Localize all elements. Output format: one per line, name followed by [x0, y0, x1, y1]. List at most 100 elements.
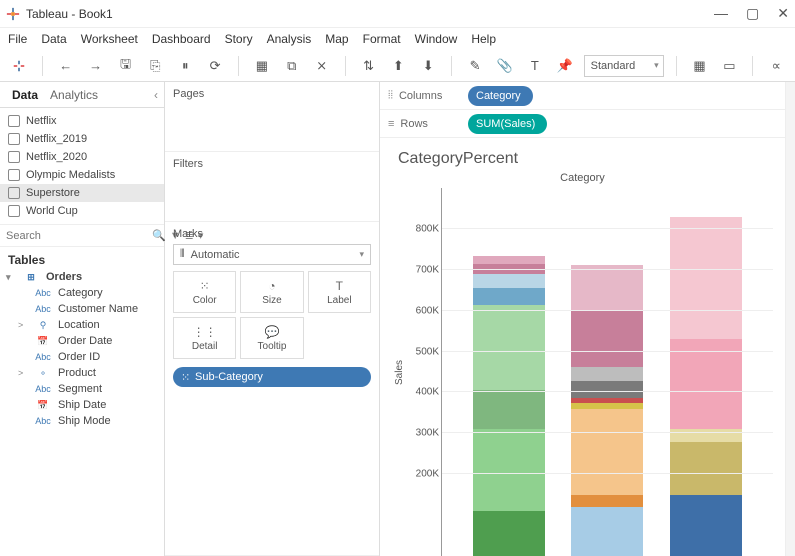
color-pill-subcategory[interactable]: ⁙Sub-Category — [173, 367, 371, 387]
bar-segment[interactable] — [571, 495, 643, 507]
columns-pill-category[interactable]: Category — [468, 86, 533, 106]
share-button[interactable]: ∝ — [765, 55, 787, 77]
duplicate-button[interactable]: ⧉ — [281, 55, 303, 77]
menu-dashboard[interactable]: Dashboard — [152, 32, 211, 46]
showme-button[interactable]: ▦ — [689, 55, 711, 77]
bars-canvas[interactable] — [441, 188, 773, 556]
totals-button[interactable]: T — [524, 55, 546, 77]
pages-shelf[interactable]: Pages — [165, 82, 379, 152]
sort-asc-button[interactable]: ⬆ — [387, 55, 409, 77]
y-tick: 200K — [416, 469, 439, 480]
new-datasource-button[interactable]: ⎘ — [144, 55, 166, 77]
color-dots-icon: ⁙ — [181, 371, 191, 384]
chart-title[interactable]: CategoryPercent — [398, 150, 773, 168]
datasource-item[interactable]: Netflix — [0, 112, 164, 130]
pin-button[interactable]: 📌 — [554, 55, 576, 77]
search-icon[interactable]: 🔍 — [152, 229, 166, 242]
presentation-button[interactable]: ▭ — [718, 55, 740, 77]
label-card[interactable]: TLabel — [308, 271, 371, 313]
datasource-item[interactable]: World Cup — [0, 202, 164, 220]
bar-segment[interactable] — [571, 409, 643, 495]
bar-segment[interactable] — [571, 507, 643, 556]
clear-button[interactable]: ⨯ — [311, 55, 333, 77]
search-input[interactable] — [6, 230, 148, 242]
bar-segment[interactable] — [571, 265, 643, 310]
menu-format[interactable]: Format — [363, 32, 401, 46]
menu-worksheet[interactable]: Worksheet — [81, 32, 138, 46]
collapse-sidebar-icon[interactable]: ‹ — [154, 88, 158, 102]
bar-segment[interactable] — [473, 256, 545, 264]
bar-segment[interactable] — [473, 511, 545, 556]
menu-data[interactable]: Data — [41, 32, 66, 46]
maximize-button[interactable]: ▢ — [746, 5, 759, 22]
mark-type-selector[interactable]: ⫴ Automatic — [173, 244, 371, 265]
menu-story[interactable]: Story — [225, 32, 253, 46]
bar-segment[interactable] — [473, 274, 545, 288]
datasource-item[interactable]: Netflix_2019 — [0, 130, 164, 148]
undo-button[interactable]: ← — [55, 55, 77, 77]
new-worksheet-button[interactable]: ▦ — [251, 55, 273, 77]
bar-segment[interactable] — [473, 288, 545, 304]
field-customer-name[interactable]: AbcCustomer Name — [4, 301, 160, 317]
bar-segment[interactable] — [670, 429, 742, 441]
bar-segment[interactable] — [473, 429, 545, 511]
sort-desc-button[interactable]: ⬇ — [417, 55, 439, 77]
fit-selector[interactable]: Standard — [584, 55, 664, 77]
bar-segment[interactable] — [571, 381, 643, 397]
bar-segment[interactable] — [670, 217, 742, 340]
swap-button[interactable]: ⇅ — [358, 55, 380, 77]
bar-segment[interactable] — [670, 495, 742, 556]
field-location[interactable]: >⚲Location — [4, 317, 160, 333]
tab-analytics[interactable]: Analytics — [44, 84, 104, 106]
field-product[interactable]: >⚬Product — [4, 365, 160, 381]
rows-pill-sumsales[interactable]: SUM(Sales) — [468, 114, 547, 134]
field-order-date[interactable]: 📅Order Date — [4, 333, 160, 349]
detail-card[interactable]: ⋮⋮Detail — [173, 317, 236, 359]
stacked-bar[interactable] — [473, 255, 545, 556]
stacked-bar[interactable] — [670, 217, 742, 556]
rows-shelf[interactable]: ≡Rows SUM(Sales) — [380, 110, 785, 138]
field-category[interactable]: AbcCategory — [4, 285, 160, 301]
bar-segment[interactable] — [571, 367, 643, 381]
stacked-bar[interactable] — [571, 265, 643, 556]
size-card[interactable]: ◔Size — [240, 271, 303, 313]
marks-label: Marks — [173, 228, 371, 240]
bar-segment[interactable] — [670, 339, 742, 429]
y-ticks: 200K300K400K500K600K700K800K — [407, 188, 441, 556]
filters-shelf[interactable]: Filters — [165, 152, 379, 222]
mark-cards: ⁙Color ◔Size TLabel ⋮⋮Detail 💬Tooltip — [173, 271, 371, 359]
field-order-id[interactable]: AbcOrder ID — [4, 349, 160, 365]
bar-segment[interactable] — [473, 305, 545, 391]
minimize-button[interactable]: — — [714, 5, 728, 22]
datasource-item[interactable]: Netflix_2020 — [0, 148, 164, 166]
field-segment[interactable]: AbcSegment — [4, 381, 160, 397]
close-button[interactable]: ✕ — [777, 5, 789, 22]
menu-help[interactable]: Help — [471, 32, 496, 46]
field-ship-date[interactable]: 📅Ship Date — [4, 397, 160, 413]
group-button[interactable]: 📎 — [494, 55, 516, 77]
save-button[interactable]: 🖫 — [115, 55, 137, 77]
datasource-item[interactable]: Olympic Medalists — [0, 166, 164, 184]
scrollbar[interactable] — [785, 82, 795, 556]
redo-button[interactable]: → — [85, 55, 107, 77]
bar-segment[interactable] — [473, 390, 545, 429]
tooltip-card[interactable]: 💬Tooltip — [240, 317, 303, 359]
datasource-icon — [8, 169, 20, 181]
menu-map[interactable]: Map — [325, 32, 348, 46]
bar-segment[interactable] — [571, 310, 643, 367]
tab-data[interactable]: Data — [6, 84, 44, 106]
highlight-button[interactable]: ✎ — [464, 55, 486, 77]
refresh-button[interactable]: ⟳ — [204, 55, 226, 77]
tableau-icon[interactable] — [8, 55, 30, 77]
bar-segment[interactable] — [670, 442, 742, 495]
menu-analysis[interactable]: Analysis — [267, 32, 312, 46]
autoupdate-button[interactable]: ⏸ — [174, 55, 196, 77]
datasource-item[interactable]: Superstore — [0, 184, 164, 202]
menu-file[interactable]: File — [8, 32, 27, 46]
tables-header: Tables — [0, 247, 164, 269]
columns-shelf[interactable]: ⦙⦙Columns Category — [380, 82, 785, 110]
field-ship-mode[interactable]: AbcShip Mode — [4, 413, 160, 429]
menu-window[interactable]: Window — [415, 32, 458, 46]
color-card[interactable]: ⁙Color — [173, 271, 236, 313]
table-orders[interactable]: ▾⊞Orders — [4, 269, 160, 285]
